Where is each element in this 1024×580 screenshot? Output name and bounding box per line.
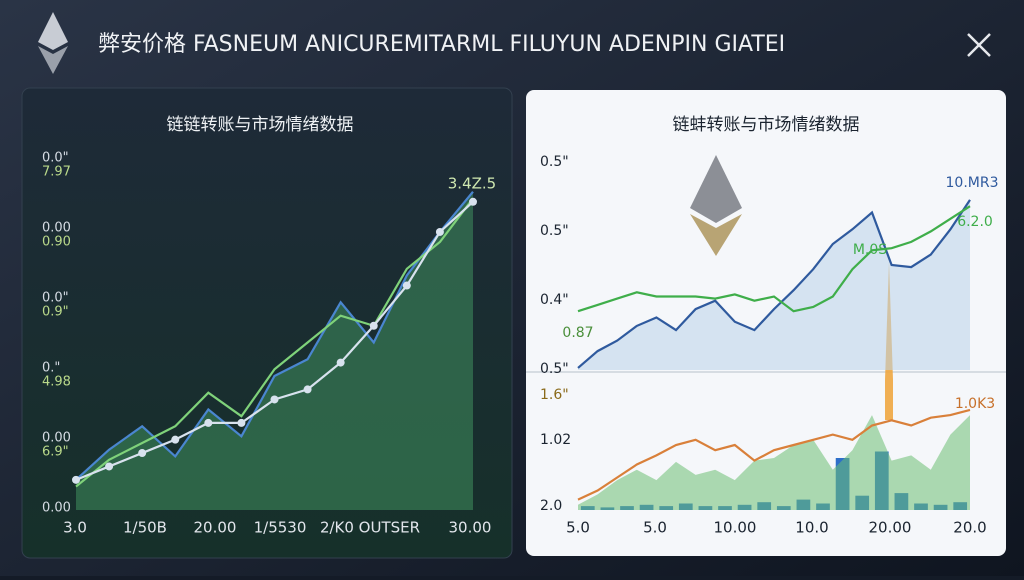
y-tick-label: 0.0" [42,151,69,166]
y-tick-label: 7.97 [42,165,71,180]
y-tick-label: 0.5" [540,223,569,239]
area [578,415,970,510]
x-tick-label: 2/K0 OUTSER [320,519,420,537]
point [270,395,279,404]
y-tick-label: 1.6" [540,387,569,403]
y-tick-label: 0.00 [42,221,71,236]
annotation: 10.MR3 [946,175,999,191]
area [578,199,970,370]
point [237,418,246,427]
y-tick-label: 0.90 [42,235,71,250]
annotation: M.0S [853,242,887,258]
eth-logo [38,12,68,74]
x-tick-label: 1/5530 [254,519,307,537]
point [435,227,444,236]
annotation: 1.0K3 [955,396,995,412]
eth-logo [690,155,742,256]
x-tick-label: 10.0 [795,519,828,537]
header-title: 弊安价格 FASNEUM ANICUREMITARML FILUYUN ADEN… [98,32,785,57]
point [204,418,213,427]
x-tick-label: 20.00 [869,519,912,537]
panel-title: 链链转账与市场情绪数据 [167,115,354,135]
y-tick-label: 0." [42,361,60,376]
point [369,321,378,330]
y-tick-label: 0.5" [540,361,569,377]
point [469,197,477,206]
x-tick-label: 3.0 [63,519,87,537]
y-tick-label: 0.00 [42,431,71,446]
x-tick-label: 30.00 [449,519,492,537]
point [402,281,411,290]
line [577,408,971,501]
line [577,205,971,313]
point [105,462,114,471]
line [577,199,971,369]
annotation: 6.2.0 [957,214,993,230]
x-tick-label: 10.00 [714,519,757,537]
y-tick-label: 6.9" [42,445,69,460]
x-tick-label: 20.00 [194,519,237,537]
y-tick-label: 0.00 [42,501,71,516]
annotation: 0.87 [562,325,593,341]
x-tick-label: 1/50B [123,519,167,537]
y-tick-label: 0.0" [42,291,69,306]
y-tick-label: 2.0 [540,498,562,514]
point [72,475,80,484]
point [138,449,147,458]
point [171,435,180,444]
panel-title: 链蚌转账与市场情绪数据 [673,115,860,135]
close-button[interactable] [967,33,991,57]
point [303,385,312,394]
y-tick-label: 0.5" [540,154,569,170]
y-tick-label: 0.9" [42,305,69,320]
area [76,191,473,510]
x-tick-label: 5.0 [566,519,590,537]
x-tick-label: 20.0 [953,519,986,537]
annotation: 3.4Z.5 [448,175,496,193]
line [75,197,474,488]
y-tick-label: 0.4" [540,292,569,308]
line [75,191,474,481]
y-tick-label: 1.02 [540,432,571,448]
x-tick-label: 5.0 [643,519,667,537]
point [336,358,345,367]
y-tick-label: 4.98 [42,375,71,390]
